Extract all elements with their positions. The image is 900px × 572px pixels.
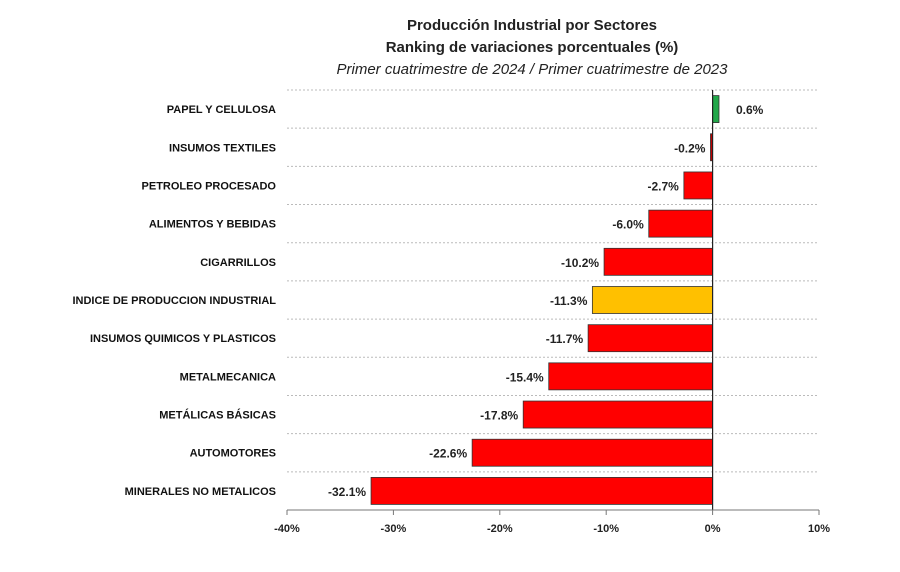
bar bbox=[683, 171, 714, 200]
data-label: -11.7% bbox=[546, 332, 584, 346]
bar bbox=[648, 209, 714, 238]
data-label: -11.3% bbox=[550, 294, 588, 308]
bar bbox=[548, 362, 714, 391]
x-tick-label: -40% bbox=[274, 523, 300, 535]
data-label: -15.4% bbox=[506, 370, 544, 384]
data-label: -32.1% bbox=[328, 485, 366, 499]
category-label: PAPEL Y CELULOSA bbox=[167, 104, 276, 116]
category-label: METÁLICAS BÁSICAS bbox=[159, 409, 276, 422]
data-label: -17.8% bbox=[480, 409, 518, 423]
x-tick-label: 10% bbox=[808, 523, 830, 535]
x-tick-label: -10% bbox=[593, 523, 619, 535]
bar bbox=[603, 247, 714, 276]
data-label: -0.2% bbox=[674, 141, 706, 155]
x-tick-label: -30% bbox=[381, 523, 407, 535]
bar bbox=[587, 324, 713, 353]
data-label: -22.6% bbox=[429, 447, 467, 461]
data-label: -6.0% bbox=[612, 218, 644, 232]
data-label: -10.2% bbox=[561, 256, 599, 270]
category-label: MINERALES NO METALICOS bbox=[125, 486, 276, 498]
data-label: -2.7% bbox=[648, 179, 680, 193]
category-label: INDICE DE PRODUCCION INDUSTRIAL bbox=[72, 295, 276, 307]
category-label: CIGARRILLOS bbox=[200, 257, 276, 269]
x-tick-label: -20% bbox=[487, 523, 513, 535]
category-label: INSUMOS TEXTILES bbox=[169, 142, 276, 154]
chart-title: Producción Industrial por Sectores bbox=[406, 17, 658, 34]
category-label: METALMECANICA bbox=[180, 371, 276, 383]
category-label: AUTOMOTORES bbox=[190, 448, 276, 460]
bar bbox=[471, 438, 713, 467]
x-tick-label: 0% bbox=[705, 523, 721, 535]
category-label: PETROLEO PROCESADO bbox=[142, 180, 277, 192]
data-label: 0.6% bbox=[736, 103, 764, 117]
bar bbox=[370, 477, 714, 505]
bar bbox=[712, 95, 720, 123]
category-label: ALIMENTOS Y BEBIDAS bbox=[149, 219, 276, 231]
category-label: INSUMOS QUIMICOS Y PLASTICOS bbox=[90, 333, 276, 345]
chart-subtitle-period: Primer cuatrimestre de 2024 / Primer cua… bbox=[336, 61, 728, 78]
chart-subtitle: Ranking de variaciones porcentuales (%) bbox=[385, 39, 679, 56]
bar bbox=[591, 286, 713, 314]
bar bbox=[522, 400, 714, 429]
